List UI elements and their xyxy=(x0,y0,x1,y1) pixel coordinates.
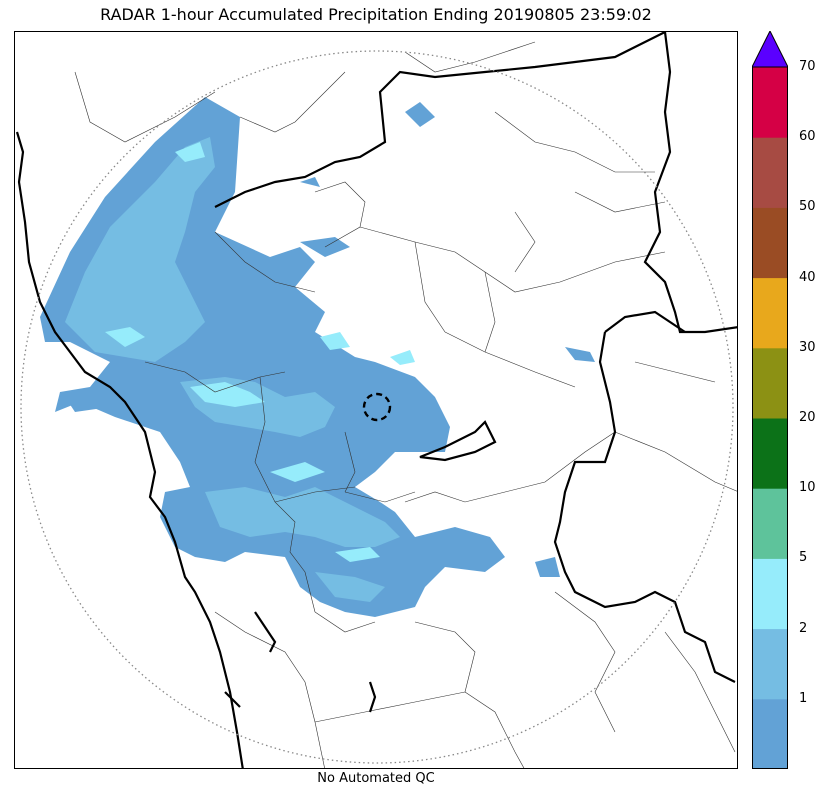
colorbar-tick-label: 2 xyxy=(799,620,808,636)
colorbar-band xyxy=(752,67,788,138)
radar-map-svg xyxy=(15,32,737,768)
state-boundaries xyxy=(15,32,737,768)
colorbar-band xyxy=(752,558,788,630)
radar-map xyxy=(14,31,738,769)
colorbar-overflow-triangle xyxy=(752,31,788,68)
colorbar-band xyxy=(752,207,788,279)
colorbar-tick-label: 5 xyxy=(799,550,808,566)
colorbar-tick-label: 50 xyxy=(799,199,816,215)
precip-moderate xyxy=(65,137,400,602)
colorbar-tick-label: 60 xyxy=(799,129,816,145)
colorbar-band xyxy=(752,488,788,559)
precip-light xyxy=(40,97,595,617)
precip-heavy xyxy=(105,142,415,562)
colorbar-band xyxy=(752,347,788,419)
colorbar-tick-label: 40 xyxy=(799,269,816,285)
colorbar-tick-label: 1 xyxy=(799,690,808,706)
colorbar-tick-label: 20 xyxy=(799,410,816,425)
qc-note: No Automated QC xyxy=(317,771,435,786)
colorbar-tick-label: 10 xyxy=(799,480,816,496)
chart-title: RADAR 1-hour Accumulated Precipitation E… xyxy=(100,5,652,24)
colorbar-frame xyxy=(752,66,788,769)
colorbar-band xyxy=(752,277,788,349)
colorbar-tick-label: 70 xyxy=(799,59,816,74)
dashed-circle-icon xyxy=(362,392,392,422)
colorbar-band xyxy=(752,698,788,769)
colorbar xyxy=(752,31,788,769)
colorbar-band xyxy=(752,418,788,489)
range-ring xyxy=(20,50,734,764)
colorbar-band xyxy=(752,628,788,700)
colorbar-tick-label: 30 xyxy=(799,339,816,355)
colorbar-band xyxy=(752,137,788,208)
district-boundaries xyxy=(74,41,737,768)
